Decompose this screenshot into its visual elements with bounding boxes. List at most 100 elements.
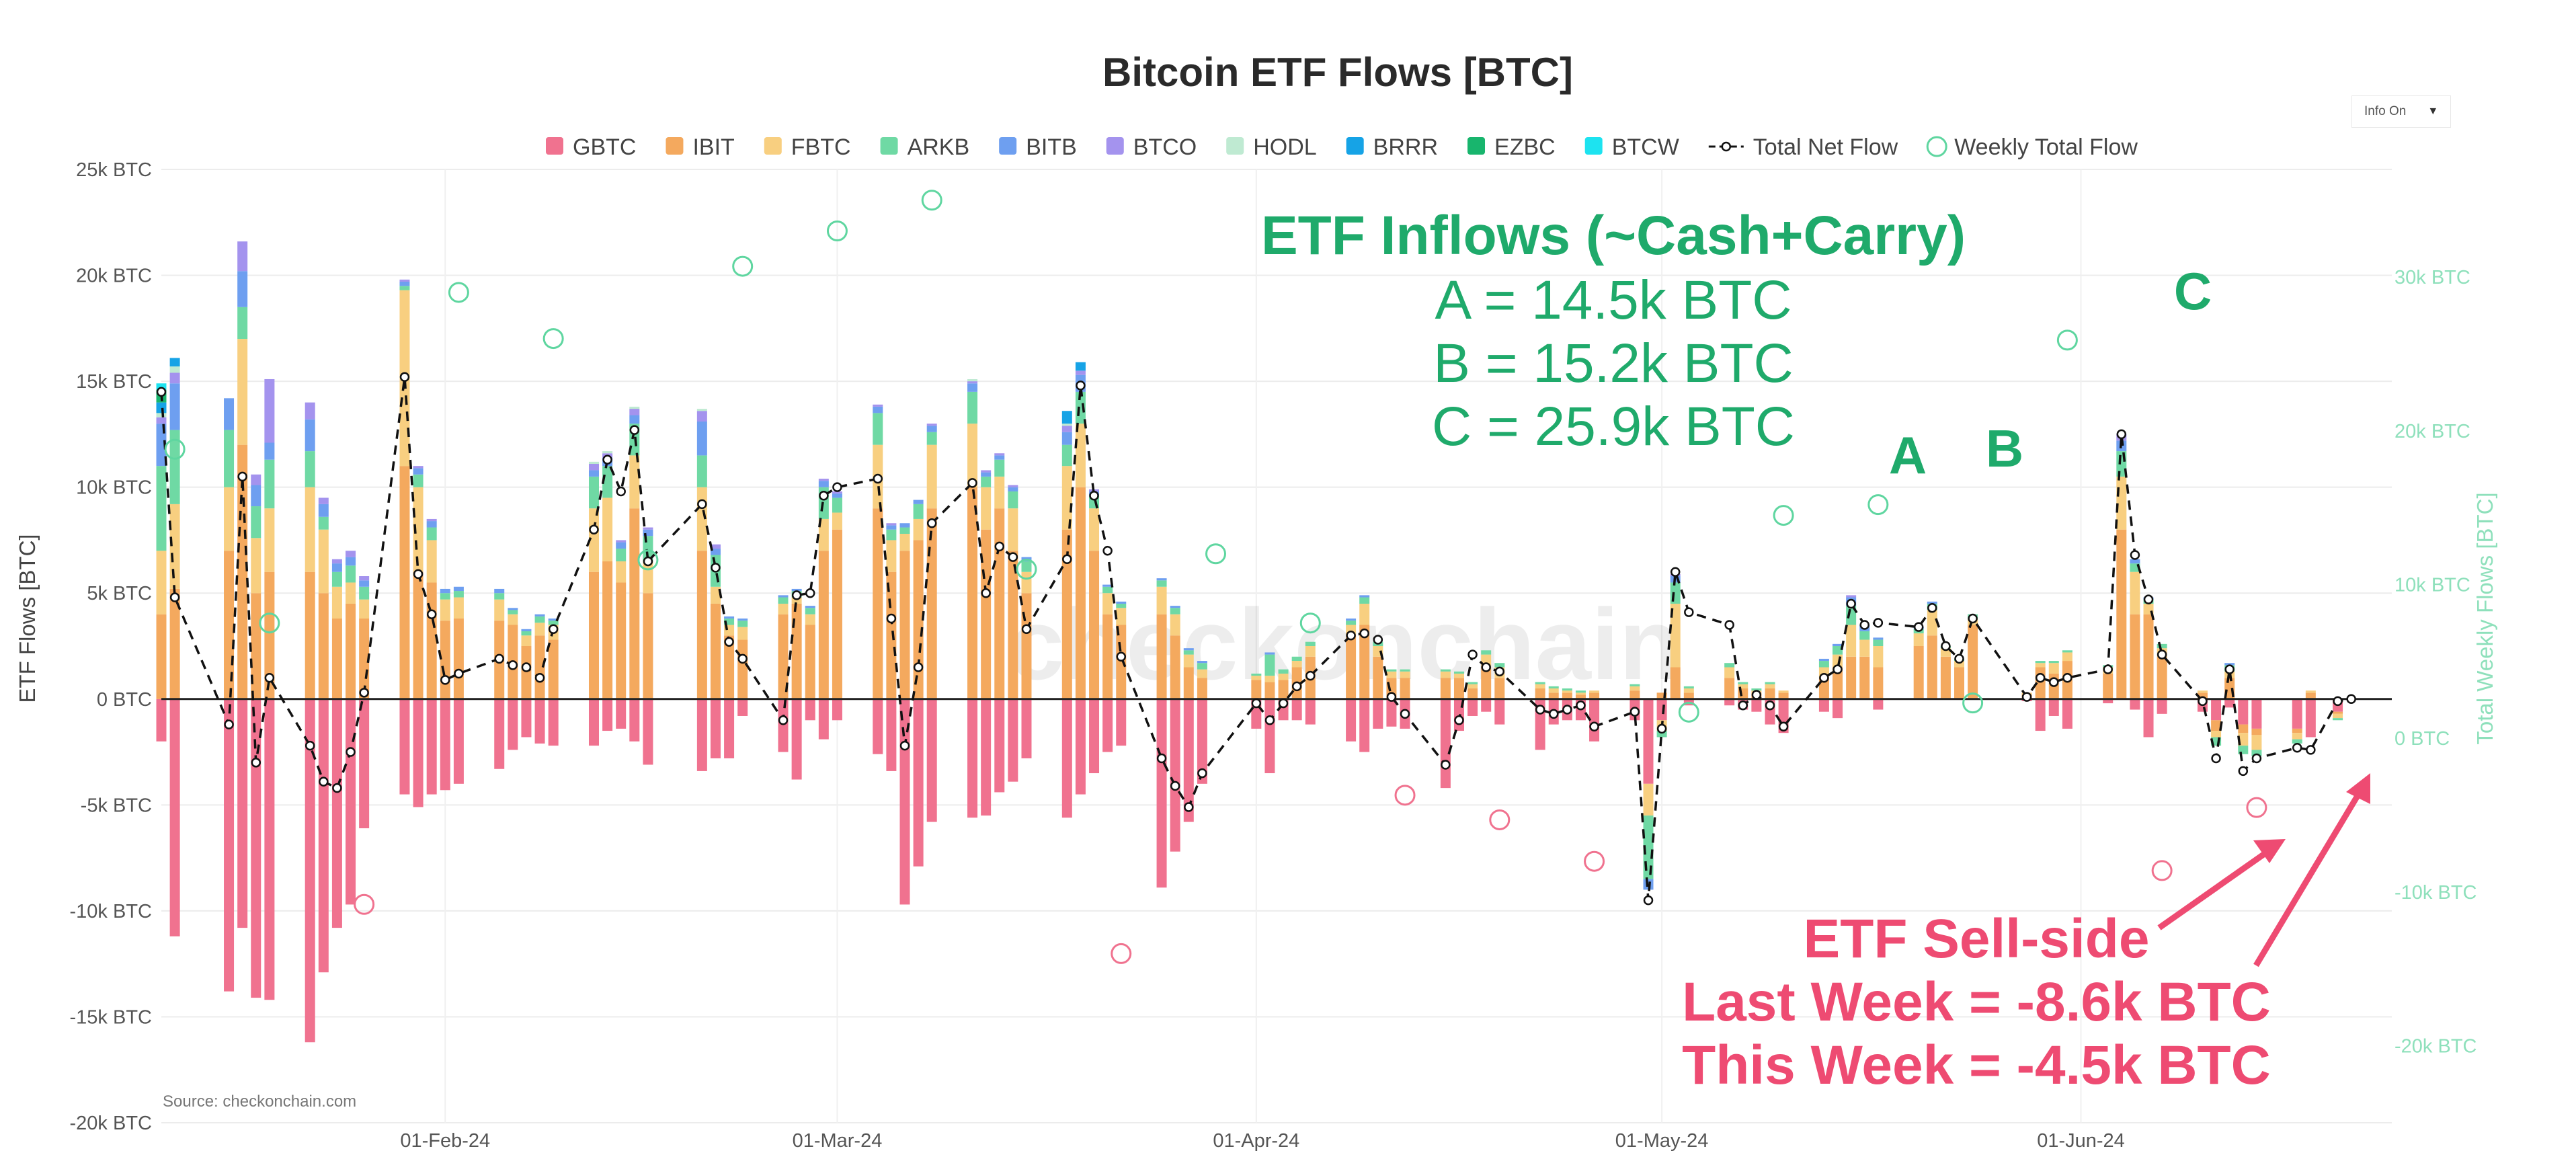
bar-fbtc (1927, 610, 1937, 636)
bar-gbtc (508, 699, 518, 750)
bar-bitb (1183, 648, 1194, 651)
bar-gbtc (1818, 699, 1829, 712)
bar-ibit (534, 635, 545, 699)
bar-fbtc (346, 582, 356, 604)
bar-fbtc (1400, 671, 1410, 678)
net-flow-point (1089, 491, 1099, 501)
bar-arkb (251, 506, 261, 539)
net-flow-point (1062, 554, 1072, 565)
bar-arkb (1738, 682, 1748, 684)
bar-fbtc (1778, 690, 1789, 693)
bar-ibit (237, 444, 248, 699)
bar-gbtc (1170, 699, 1180, 852)
legend-label: HODL (1253, 134, 1316, 160)
bar-btco (710, 544, 721, 549)
legend-item-btcw[interactable]: BTCW (1584, 134, 1679, 160)
weekly-flow-point (2246, 797, 2267, 818)
bar-gbtc (981, 699, 992, 816)
net-flow-point (1954, 653, 1964, 664)
bar-ibit (710, 603, 721, 699)
bar-arkb (237, 307, 248, 340)
net-flow-point (1576, 700, 1586, 711)
net-flow-point (2238, 766, 2249, 776)
bar-arkb (305, 451, 315, 487)
bar-btco (264, 379, 275, 443)
bar-gbtc (1724, 699, 1735, 706)
net-flow-point (2021, 692, 2032, 702)
legend-item-gbtc[interactable]: GBTC (546, 134, 636, 160)
y-tick-label: 15k BTC (76, 371, 152, 393)
bar-arkb (1751, 688, 1762, 691)
bar-gbtc (1264, 699, 1275, 774)
bar-fbtc (602, 497, 613, 561)
bar-gbtc (521, 699, 532, 738)
bar-fbtc (305, 487, 315, 572)
bar-fbtc (1535, 684, 1545, 689)
bar-arkb (2292, 739, 2302, 744)
bar-gbtc (710, 699, 721, 759)
bar-fbtc (737, 627, 748, 640)
bar-ibit (2292, 728, 2302, 733)
y-tick-label: -10k BTC (70, 901, 152, 922)
legend-item-hodl[interactable]: HODL (1226, 134, 1317, 160)
y-tick-label: -20k BTC (70, 1113, 152, 1134)
bar-gbtc (1873, 699, 1884, 710)
bar-fbtc (508, 614, 518, 625)
net-flow-point (1251, 698, 1262, 709)
legend-item-ezbc[interactable]: EZBC (1467, 134, 1556, 160)
bar-ibit (1440, 678, 1451, 699)
net-flow-point (1184, 802, 1194, 812)
bar-bitb (534, 614, 545, 616)
bar-arkb (1400, 669, 1410, 672)
net-flow-point (1291, 681, 1302, 692)
legend-item-fbtc[interactable]: FBTC (764, 134, 851, 160)
legend-item-weekly-total-flow[interactable]: Weekly Total Flow (1926, 134, 2138, 160)
bar-fbtc (1116, 608, 1127, 625)
net-flow-point (1264, 715, 1275, 725)
bar-btco (926, 424, 937, 426)
sellside-heading: ETF Sell-side (1804, 908, 2150, 969)
net-flow-point (224, 719, 234, 729)
info-toggle-dropdown[interactable]: Info On ▼ (2351, 95, 2451, 128)
bar-arkb (886, 529, 897, 541)
bar-gbtc (737, 699, 748, 716)
net-flow-point (1494, 666, 1505, 677)
bar-gbtc (1291, 699, 1302, 721)
legend-item-btco[interactable]: BTCO (1106, 134, 1197, 160)
bar-fbtc (2116, 476, 2127, 530)
bar-bitb (251, 485, 261, 507)
net-flow-point (1724, 620, 1734, 630)
bar-ibit (1683, 692, 1694, 699)
bar-gbtc (805, 699, 815, 721)
legend-item-total-net-flow[interactable]: Total Net Flow (1708, 134, 1898, 160)
legend-item-bitb[interactable]: BITB (999, 134, 1077, 160)
legend-label: BITB (1026, 134, 1077, 160)
weekly-flow-point (1394, 785, 1416, 806)
legend-item-arkb[interactable]: ARKB (880, 134, 970, 160)
bar-arkb (1440, 669, 1451, 672)
net-flow-point (1156, 753, 1167, 764)
bar-gbtc (1481, 699, 1492, 712)
legend-swatch (764, 137, 782, 155)
inflows-heading: ETF Inflows (~Cash+Carry) (1261, 205, 1966, 266)
legend-item-ibit[interactable]: IBIT (666, 134, 735, 160)
net-flow-point (711, 563, 721, 573)
bar-gbtc (237, 699, 248, 928)
legend-swatch (1106, 137, 1124, 155)
total-net-flow-line (156, 372, 2356, 906)
label-b: B (1986, 419, 2023, 478)
bar-ibit (967, 487, 978, 699)
bar-bitb (2224, 663, 2235, 666)
bar-ibit (873, 508, 883, 699)
bar-btco (588, 464, 599, 471)
net-flow-point (1102, 545, 1113, 556)
bar-fbtc (629, 455, 640, 509)
bar-arkb (453, 591, 464, 598)
bar-gbtc (2305, 699, 2316, 738)
legend-item-brrr[interactable]: BRRR (1346, 134, 1438, 160)
bar-arkb (1102, 586, 1113, 594)
net-flow-point (1833, 664, 1843, 674)
bar-arkb (1061, 444, 1072, 467)
legend-swatch (999, 137, 1017, 155)
bar-arkb (1535, 682, 1545, 684)
